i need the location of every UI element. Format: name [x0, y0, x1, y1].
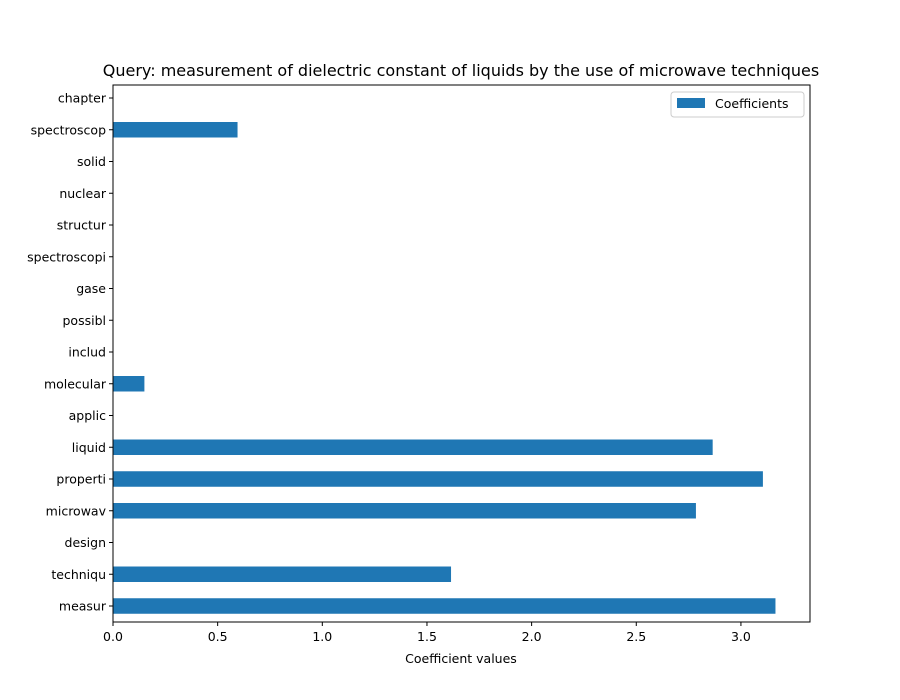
x-tick-label: 1.0 — [312, 629, 332, 644]
bar-molecular — [113, 376, 145, 392]
y-tick-label: measur — [59, 599, 107, 614]
y-tick-label: applic — [69, 408, 106, 423]
bar-properti — [113, 471, 763, 487]
y-tick-label: techniqu — [51, 567, 106, 582]
x-tick-label: 0.0 — [103, 629, 123, 644]
bar-microwav — [113, 503, 696, 519]
x-tick-label: 2.0 — [522, 629, 542, 644]
y-tick-label: gase — [76, 281, 106, 296]
legend-label: Coefficients — [715, 96, 789, 111]
y-tick-label: molecular — [44, 376, 107, 391]
y-tick-label: solid — [77, 154, 106, 169]
bar-liquid — [113, 439, 713, 455]
y-tick-label: possibl — [63, 313, 107, 328]
y-tick-label: design — [65, 535, 106, 550]
x-tick-label: 2.5 — [626, 629, 646, 644]
bar-measur — [113, 598, 776, 614]
y-tick-label: includ — [68, 345, 106, 360]
bar-techniqu — [113, 566, 452, 582]
y-tick-label: properti — [56, 472, 106, 487]
bars-group — [113, 122, 776, 614]
bar-spectroscop — [113, 122, 238, 138]
x-axis-label: Coefficient values — [405, 651, 517, 666]
x-tick-label: 3.0 — [731, 629, 751, 644]
x-tick-label: 0.5 — [208, 629, 228, 644]
y-tick-label: chapter — [58, 91, 107, 106]
y-tick-label: spectroscop — [31, 122, 106, 137]
x-axis-ticks: 0.0 0.5 1.0 1.5 2.0 2.5 3.0 — [103, 622, 751, 644]
y-axis-ticks: measur techniqu design microwav properti liqu… — [27, 91, 113, 614]
y-tick-label: structur — [57, 218, 107, 233]
y-tick-label: spectroscopi — [27, 249, 106, 264]
chart-title: Query: measurement of dielectric constan… — [103, 61, 819, 80]
legend: Coefficients — [670, 91, 805, 118]
x-tick-label: 1.5 — [417, 629, 437, 644]
y-tick-label: nuclear — [59, 186, 107, 201]
legend-swatch — [677, 98, 705, 108]
y-tick-label: liquid — [72, 440, 106, 455]
y-tick-label: microwav — [46, 503, 107, 518]
plot-frame — [112, 84, 811, 623]
